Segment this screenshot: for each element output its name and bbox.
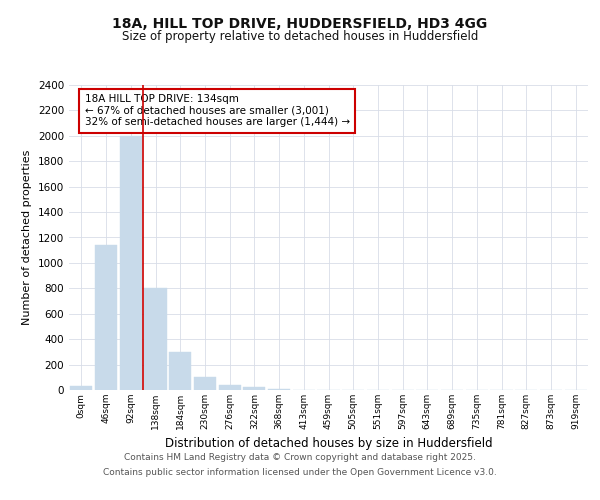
Text: 18A HILL TOP DRIVE: 134sqm
← 67% of detached houses are smaller (3,001)
32% of s: 18A HILL TOP DRIVE: 134sqm ← 67% of deta… — [85, 94, 350, 128]
Bar — [169, 352, 191, 390]
Bar — [145, 288, 167, 390]
Bar — [218, 385, 241, 390]
Bar — [95, 245, 117, 390]
Text: 18A, HILL TOP DRIVE, HUDDERSFIELD, HD3 4GG: 18A, HILL TOP DRIVE, HUDDERSFIELD, HD3 4… — [112, 18, 488, 32]
Text: Size of property relative to detached houses in Huddersfield: Size of property relative to detached ho… — [122, 30, 478, 43]
X-axis label: Distribution of detached houses by size in Huddersfield: Distribution of detached houses by size … — [164, 438, 493, 450]
Bar — [268, 388, 290, 390]
Bar — [243, 388, 265, 390]
Text: Contains HM Land Registry data © Crown copyright and database right 2025.: Contains HM Land Registry data © Crown c… — [124, 453, 476, 462]
Bar — [70, 386, 92, 390]
Bar — [119, 136, 142, 390]
Y-axis label: Number of detached properties: Number of detached properties — [22, 150, 32, 325]
Text: Contains public sector information licensed under the Open Government Licence v3: Contains public sector information licen… — [103, 468, 497, 477]
Bar — [194, 378, 216, 390]
